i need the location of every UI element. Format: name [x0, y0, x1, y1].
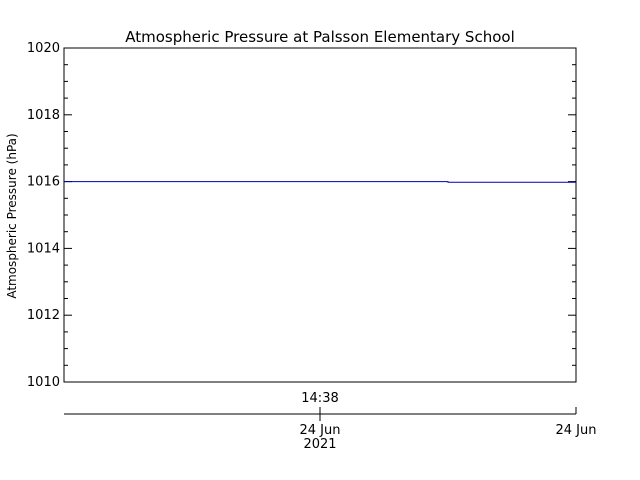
chart-title: Atmospheric Pressure at Palsson Elementa… — [125, 28, 514, 46]
y-tick-label: 1012 — [27, 308, 60, 323]
y-tick-label: 1020 — [27, 41, 60, 56]
y-tick-label: 1018 — [27, 108, 60, 123]
pressure-series-line — [64, 181, 576, 183]
x-date-label-2: 24 Jun — [556, 423, 597, 438]
y-tick-label: 1014 — [27, 241, 60, 256]
plot-frame — [63, 47, 577, 383]
x-date-label-1: 24 Jun — [300, 423, 341, 438]
y-axis-tick-labels: 1010 1012 1014 1016 1018 1020 — [27, 41, 60, 390]
y-tick-label: 1016 — [27, 175, 60, 190]
x-date-year-1: 2021 — [303, 437, 336, 452]
y-tick-label: 1010 — [27, 375, 60, 390]
y-axis-label: Atmospheric Pressure (hPa) — [5, 133, 19, 298]
y-axis-ticks — [64, 47, 576, 383]
x-time-label: 14:38 — [301, 391, 338, 406]
